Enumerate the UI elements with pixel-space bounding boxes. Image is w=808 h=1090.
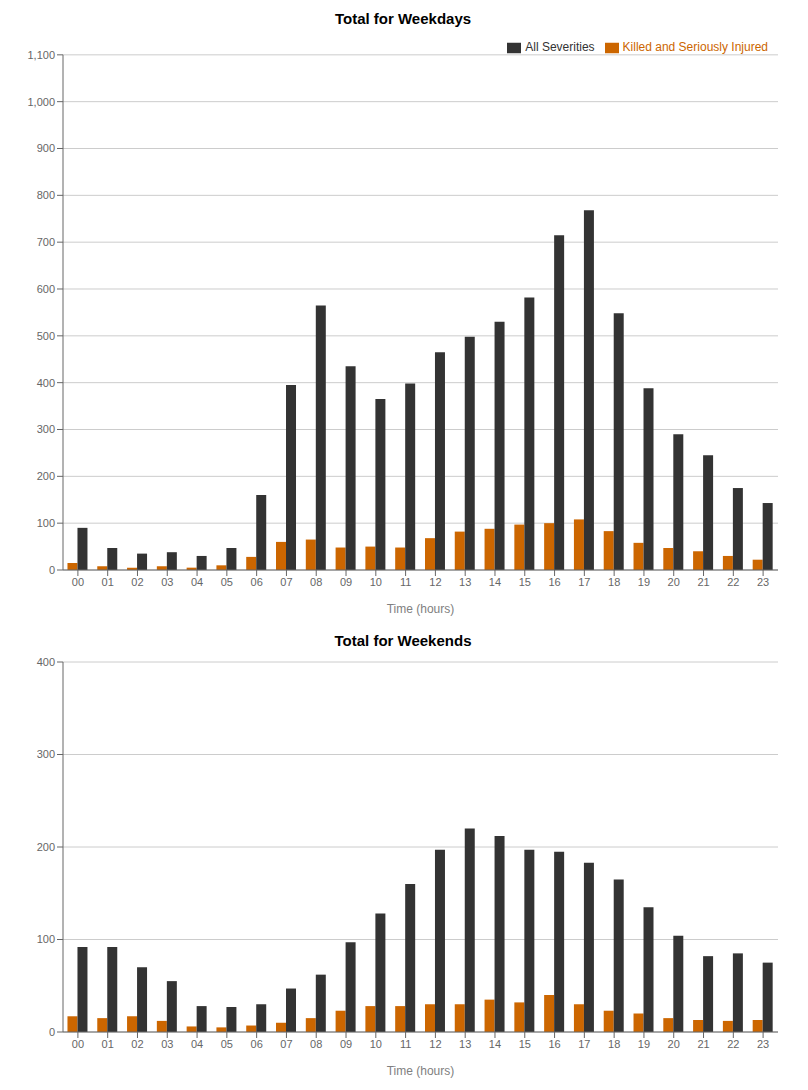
svg-text:11: 11 [400,1038,411,1050]
svg-text:21: 21 [697,1038,709,1050]
svg-text:400: 400 [37,656,55,668]
svg-text:01: 01 [102,1038,114,1050]
svg-text:06: 06 [251,1038,263,1050]
svg-text:16: 16 [548,1038,560,1050]
svg-text:03: 03 [161,1038,173,1050]
svg-text:600: 600 [37,283,55,295]
svg-text:19: 19 [638,576,650,588]
svg-text:22: 22 [727,1038,739,1050]
svg-text:19: 19 [638,1038,650,1050]
svg-text:16: 16 [548,576,560,588]
svg-text:15: 15 [519,1038,531,1050]
svg-text:12: 12 [429,576,441,588]
svg-text:02: 02 [131,576,143,588]
svg-text:04: 04 [191,576,203,588]
html-text:All Severities: All Severities [525,40,595,54]
svg-text:15: 15 [519,576,531,588]
svg-text:03: 03 [161,576,173,588]
svg-text:12: 12 [429,1038,441,1050]
svg-text:08: 08 [310,1038,322,1050]
svg-text:14: 14 [489,576,501,588]
html-text:Total for Weekdays: Total for Weekdays [334,10,472,27]
svg-text:18: 18 [608,576,620,588]
svg-text:05: 05 [221,576,233,588]
svg-text:100: 100 [37,933,55,945]
svg-text:Time (hours): Time (hours) [387,602,455,616]
svg-text:0: 0 [49,1026,55,1038]
svg-text:09: 09 [340,1038,352,1050]
svg-text:200: 200 [37,470,55,482]
svg-text:22: 22 [727,576,739,588]
svg-text:800: 800 [37,189,55,201]
svg-text:17: 17 [578,576,590,588]
svg-text:Time (hours): Time (hours) [387,1064,455,1078]
svg-text:10: 10 [370,576,382,588]
svg-text:21: 21 [697,576,709,588]
svg-text:13: 13 [459,576,471,588]
svg-text:500: 500 [37,330,55,342]
svg-text:00: 00 [72,1038,84,1050]
svg-text:1,000: 1,000 [27,96,55,108]
svg-text:200: 200 [37,841,55,853]
svg-text:17: 17 [578,1038,590,1050]
svg-text:08: 08 [310,576,322,588]
svg-text:1,100: 1,100 [27,49,55,61]
svg-text:09: 09 [340,576,352,588]
svg-text:400: 400 [37,377,55,389]
svg-text:20: 20 [668,576,680,588]
svg-text:20: 20 [668,1038,680,1050]
svg-text:01: 01 [102,576,114,588]
svg-text:13: 13 [459,1038,471,1050]
svg-text:04: 04 [191,1038,203,1050]
svg-text:11: 11 [400,576,411,588]
svg-text:02: 02 [131,1038,143,1050]
svg-text:700: 700 [37,236,55,248]
svg-text:900: 900 [37,142,55,154]
svg-text:300: 300 [37,748,55,760]
svg-text:23: 23 [757,576,769,588]
svg-text:23: 23 [757,1038,769,1050]
svg-text:06: 06 [251,576,263,588]
svg-text:0: 0 [49,564,55,576]
svg-text:07: 07 [280,1038,292,1050]
html-text:Total for Weekends: Total for Weekends [334,632,472,649]
svg-text:300: 300 [37,423,55,435]
svg-text:05: 05 [221,1038,233,1050]
svg-text:14: 14 [489,1038,501,1050]
svg-text:07: 07 [280,576,292,588]
svg-text:100: 100 [37,517,55,529]
svg-text:18: 18 [608,1038,620,1050]
svg-text:10: 10 [370,1038,382,1050]
html-text:Killed and Seriously Injured: Killed and Seriously Injured [622,40,768,54]
svg-text:00: 00 [72,576,84,588]
